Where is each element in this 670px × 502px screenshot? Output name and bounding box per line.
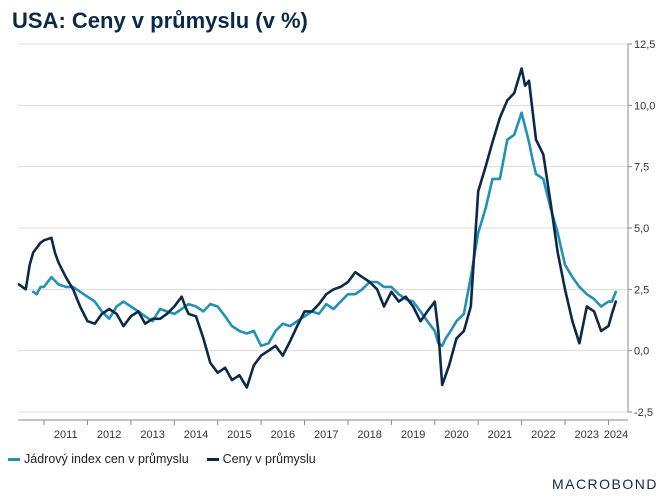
series-line-ppi — [17, 67, 618, 389]
x-tick-label: 2024 — [604, 429, 628, 441]
x-tick-label: 2022 — [531, 429, 555, 441]
legend-swatch-core — [8, 457, 20, 461]
x-tick-label: 2020 — [444, 429, 468, 441]
x-tick-label: 2014 — [184, 429, 208, 441]
chart-title: USA: Ceny v průmyslu (v %) — [12, 8, 308, 33]
x-tick-label: 2013 — [140, 429, 164, 441]
series-line-core-ppi — [31, 111, 618, 348]
y-tick-label: 5,0 — [634, 223, 649, 235]
brand-logo: MACROBOND — [551, 476, 658, 492]
x-tick-label: 2023 — [575, 429, 599, 441]
x-tick-label: 2016 — [271, 429, 295, 441]
legend-swatch-ppi — [206, 457, 219, 461]
y-tick-label: 2,5 — [634, 284, 649, 296]
axis-layer: -2,5 0,0 2,5 5,0 7,5 10,0 12,5 2011 2012 2013 2014… — [18, 39, 655, 441]
y-tick-label: 7,5 — [634, 162, 649, 174]
legend-label-ppi: Ceny v průmyslu — [222, 452, 316, 466]
x-tick-label: 2021 — [488, 429, 512, 441]
legend: Jádrový index cen v průmyslu Ceny v prům… — [8, 452, 316, 466]
grid-layer — [18, 43, 628, 413]
x-tick-label: 2017 — [314, 429, 338, 441]
y-tick-label: 0,0 — [634, 346, 649, 358]
x-tick-label: 2018 — [357, 429, 381, 441]
y-tick-label: -2,5 — [634, 407, 653, 419]
legend-item-ppi: Ceny v průmyslu — [206, 452, 316, 466]
x-tick-label: 2019 — [401, 429, 425, 441]
x-tick-label: 2015 — [227, 429, 251, 441]
legend-item-core: Jádrový index cen v průmyslu — [8, 452, 189, 466]
legend-label-core: Jádrový index cen v průmyslu — [24, 452, 189, 466]
x-tick-label: 2012 — [97, 429, 121, 441]
series-layer — [17, 67, 618, 389]
y-tick-label: 10,0 — [634, 100, 655, 112]
x-tick-label: 2011 — [54, 429, 78, 441]
y-tick-label: 12,5 — [634, 39, 655, 51]
